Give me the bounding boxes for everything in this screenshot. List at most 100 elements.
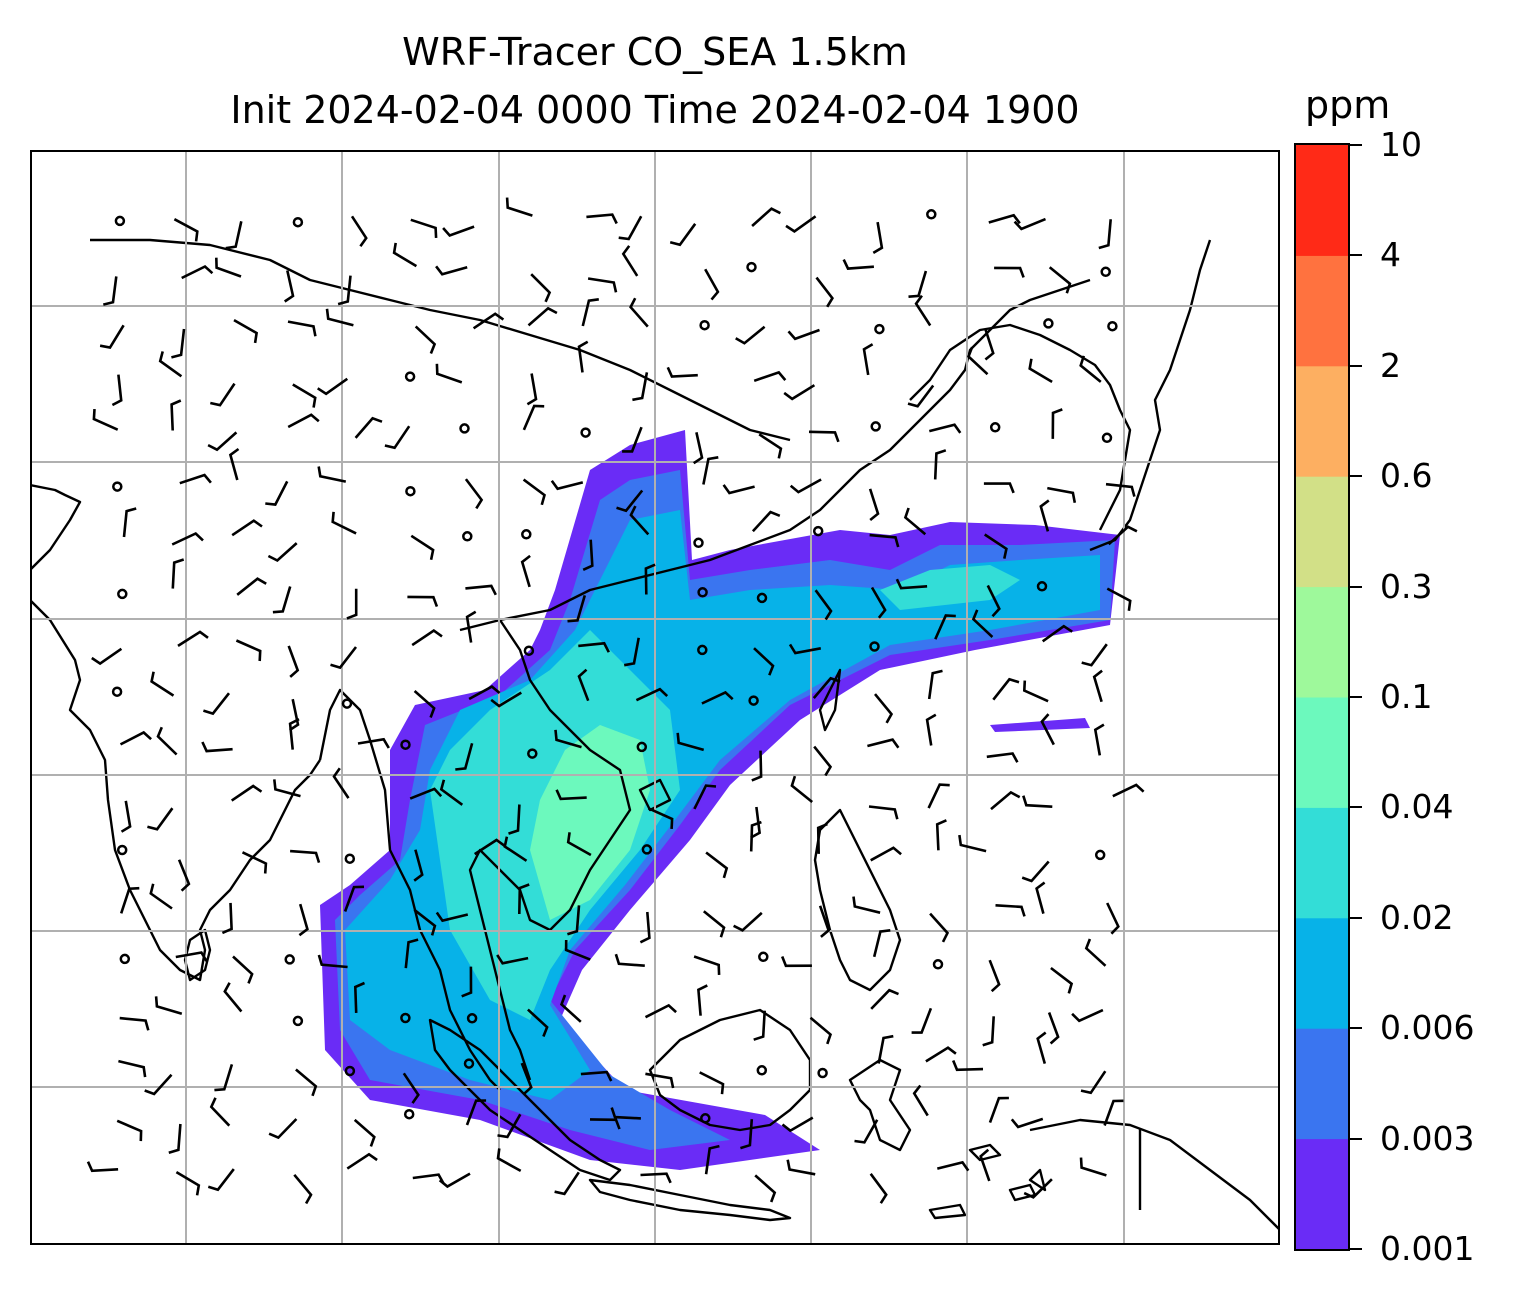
wind-barb	[175, 951, 208, 962]
colorbar-band	[1296, 476, 1348, 588]
calm-wind-marker	[344, 853, 356, 864]
wind-barb	[331, 511, 357, 535]
wind-barb	[122, 507, 137, 538]
wind-barb	[404, 938, 419, 969]
wind-barb	[869, 533, 900, 548]
wind-barb	[781, 1116, 814, 1133]
wind-barb	[1035, 881, 1046, 914]
wind-barb	[1084, 938, 1107, 967]
wind-barb	[150, 671, 175, 697]
wind-barb	[958, 834, 987, 853]
wind-barb	[925, 713, 937, 746]
wind-barb	[1047, 1012, 1060, 1045]
wind-barb	[751, 750, 763, 782]
wind-barb	[346, 1152, 378, 1170]
wind-barb	[582, 539, 594, 571]
wind-barb	[982, 1016, 995, 1047]
wind-barb	[210, 382, 236, 407]
wind-barb	[554, 729, 582, 749]
calm-wind-marker	[756, 592, 768, 604]
colorbar-band	[1296, 586, 1348, 698]
wind-barb	[177, 630, 209, 647]
wind-barb	[868, 488, 880, 522]
wind-barb	[785, 215, 817, 233]
calm-wind-marker	[400, 1012, 411, 1024]
calm-wind-marker	[1043, 318, 1054, 329]
wind-barb	[870, 988, 900, 1010]
coastline-bay-of-bengal-east	[318, 688, 501, 1091]
wind-barb	[702, 910, 726, 938]
wind-barb	[265, 480, 289, 506]
calm-wind-marker	[1036, 581, 1048, 592]
wind-barb	[154, 996, 183, 1016]
wind-barb	[936, 1160, 970, 1172]
colorbar-tick	[1350, 806, 1362, 809]
wind-barb	[288, 698, 300, 732]
wind-barb	[722, 484, 755, 495]
coastline-japan-islands	[1089, 239, 1212, 552]
colorbar-tick	[1350, 1027, 1362, 1030]
wind-barb	[635, 687, 669, 702]
calm-wind-marker	[758, 951, 769, 963]
wind-barb	[207, 1168, 235, 1192]
wind-barb	[914, 294, 932, 327]
wind-barb	[813, 745, 833, 777]
wind-barb	[854, 1119, 879, 1144]
calm-wind-marker	[344, 1065, 356, 1077]
wind-barb	[754, 1174, 777, 1203]
wind-barb	[867, 738, 900, 749]
calm-wind-marker	[400, 739, 411, 750]
wind-barb	[1079, 1157, 1107, 1177]
wind-barb	[120, 800, 132, 833]
calm-wind-marker	[116, 844, 128, 856]
wind-barb	[156, 726, 178, 756]
wind-barb	[783, 384, 816, 401]
gridlines	[30, 150, 1280, 1245]
wind-barb	[559, 994, 582, 1023]
wind-barb	[472, 312, 505, 330]
calm-wind-marker	[700, 1113, 711, 1124]
wind-barb	[118, 1059, 147, 1078]
colorbar-band	[1296, 807, 1348, 919]
calm-wind-marker	[1100, 266, 1111, 278]
calm-wind-marker	[874, 323, 885, 335]
map-border	[30, 150, 1280, 1245]
wind-barb	[295, 1068, 318, 1097]
wind-barb	[392, 242, 418, 268]
wind-barb	[623, 637, 640, 667]
wind-barb	[410, 218, 438, 238]
wind-barb	[102, 276, 118, 306]
wind-barb	[1039, 499, 1050, 532]
calm-wind-marker	[989, 422, 1001, 433]
wind-barb	[616, 489, 644, 513]
calm-wind-marker	[523, 645, 535, 656]
wind-barb	[290, 849, 321, 863]
colorbar-band	[1296, 145, 1348, 256]
wind-barb	[235, 639, 262, 662]
wind-barb	[988, 213, 1021, 225]
wind-barb	[175, 1170, 201, 1196]
wind-barb	[86, 1161, 119, 1173]
wind-barb	[490, 691, 522, 708]
colorbar-tick	[1350, 696, 1362, 698]
colorbar-band	[1296, 697, 1348, 808]
wind-barb	[818, 905, 831, 938]
wind-barb	[1098, 219, 1112, 250]
wind-barb	[414, 325, 437, 354]
coastline-hainan	[638, 778, 672, 812]
coastline-new-guinea	[1029, 1118, 1280, 1231]
wind-barb	[317, 466, 347, 483]
wind-barb	[1112, 783, 1145, 798]
wind-barb	[413, 690, 436, 718]
wind-barb	[287, 645, 300, 678]
wind-barb	[647, 807, 674, 829]
wind-barb	[461, 966, 473, 998]
calm-wind-marker	[292, 216, 304, 228]
wind-barb	[733, 911, 763, 932]
colorbar-tick-label: 0.006	[1380, 1008, 1475, 1048]
calm-wind-marker	[932, 959, 944, 970]
wind-barb	[986, 752, 1019, 763]
wind-barb	[555, 789, 587, 801]
tracer-plume-level-4b	[880, 565, 1020, 610]
wind-barb	[870, 846, 902, 862]
